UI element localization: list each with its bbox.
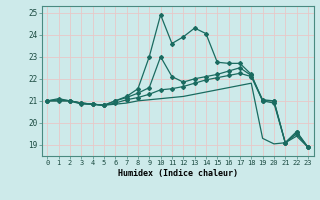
- X-axis label: Humidex (Indice chaleur): Humidex (Indice chaleur): [118, 169, 237, 178]
